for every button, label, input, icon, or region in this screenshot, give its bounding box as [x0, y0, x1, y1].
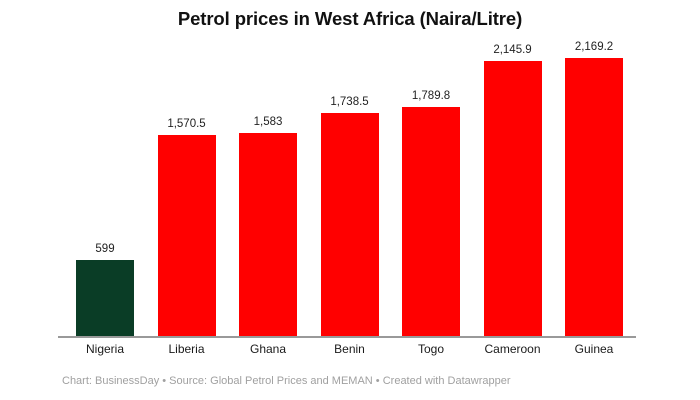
bar-ghana[interactable] — [239, 133, 297, 337]
bar-group[interactable]: 2,169.2 — [565, 1, 623, 337]
bar-guinea[interactable] — [565, 58, 623, 337]
bar-group[interactable]: 1,583 — [239, 1, 297, 337]
category-label-togo: Togo — [417, 342, 445, 356]
chart-title: Petrol prices in West Africa (Naira/Litr… — [177, 8, 523, 29]
bar-nigeria[interactable] — [76, 259, 134, 337]
bar-value-label: 2,145.9 — [493, 44, 532, 57]
bar-togo[interactable] — [402, 106, 460, 337]
bar-benin[interactable] — [320, 113, 379, 337]
bar-value-label: 1,583 — [253, 116, 283, 129]
x-axis-category-labels: Nigeria Liberia Ghana Benin Togo Cameroon Guin… — [0, 342, 700, 362]
bar-cameroon[interactable] — [483, 61, 542, 337]
bar-group[interactable]: 2,145.9 — [483, 1, 542, 337]
plot-area: 599 1,570.5 1,583 1,738.5 1,789.8 2,145.9 2,16… — [76, 1, 623, 337]
bar-value-label: 2,169.2 — [574, 41, 614, 54]
category-label-nigeria: Nigeria — [85, 342, 124, 356]
bar-value-label: 599 — [95, 242, 115, 255]
category-label-guinea: Guinea — [574, 342, 614, 356]
bar-group[interactable]: 1,570.5 — [157, 1, 216, 337]
bar-value-label: 1,738.5 — [330, 96, 369, 109]
bar-group[interactable]: 599 — [76, 1, 134, 337]
bar-value-label: 1,570.5 — [167, 118, 206, 131]
bar-liberia[interactable] — [157, 135, 216, 337]
bar-group[interactable]: 1,738.5 — [320, 1, 379, 337]
bar-value-label: 1,789.8 — [411, 89, 451, 102]
chart-footer-credit: Chart: BusinessDay • Source: Global Petr… — [62, 375, 511, 387]
category-label-cameroon: Cameroon — [484, 342, 541, 356]
x-axis-baseline — [58, 336, 636, 338]
bar-group[interactable]: 1,789.8 — [402, 1, 460, 337]
category-label-liberia: Liberia — [168, 342, 205, 356]
category-label-ghana: Ghana — [249, 342, 287, 356]
category-label-benin: Benin — [334, 342, 365, 356]
